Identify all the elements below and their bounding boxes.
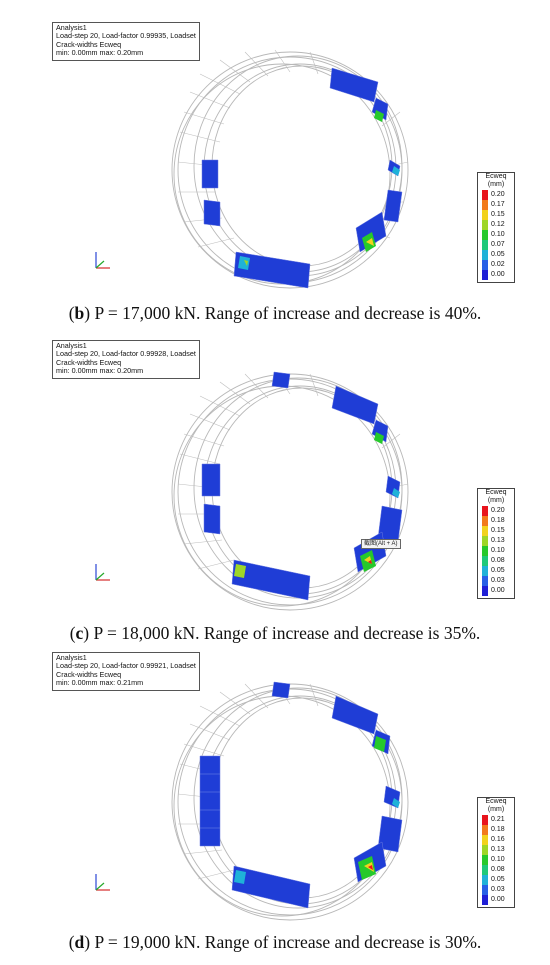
caption-text: P = 19,000 kN. Range of increase and dec… — [90, 932, 482, 952]
info-line-3: Crack-widths Ecweq — [56, 357, 122, 367]
screenshot-tooltip: 截图(Alt + A) — [361, 539, 401, 549]
legend-title: Ecweq — [485, 173, 507, 180]
legend-value: 0.07 — [491, 241, 505, 248]
caption-text: P = 18,000 kN. Range of increase and dec… — [89, 623, 481, 643]
legend-value: 0.16 — [491, 836, 505, 843]
info-line-4: min: 0.00mm max: 0.20mm — [56, 48, 144, 58]
legend-value: 0.18 — [491, 517, 505, 524]
info-line-4: min: 0.00mm max: 0.21mm — [56, 678, 144, 688]
figure-caption: (b) P = 17,000 kN. Range of increase and… — [68, 303, 482, 323]
legend-value: 0.03 — [491, 886, 505, 893]
caption-letter: d — [74, 932, 85, 952]
info-line-3: Crack-widths Ecweq — [56, 39, 122, 49]
legend-value: 0.13 — [491, 846, 505, 853]
caption-letter: b — [74, 303, 85, 323]
analysis-info-box: Analysis1 Load-step 20, Load-factor 0.99… — [52, 340, 200, 379]
coordinate-axes-icon — [95, 874, 110, 891]
legend-value: 0.13 — [491, 537, 505, 544]
info-line-2: Load-step 20, Load-factor 0.99935, Loads… — [56, 31, 196, 41]
legend-value: 0.10 — [491, 856, 505, 863]
coordinate-axes-icon — [95, 564, 110, 581]
panel-b: Analysis1 Load-step 20, Load-factor 0.99… — [0, 22, 550, 332]
crack-width-legend: Ecweq (mm) 0.20 0.18 0.15 0.13 0.10 0.08… — [477, 488, 515, 599]
info-line-4: min: 0.00mm max: 0.20mm — [56, 366, 144, 376]
legend-value: 0.00 — [491, 896, 505, 903]
tunnel-ring-model — [171, 681, 409, 921]
legend-value: 0.20 — [491, 191, 505, 198]
info-line-2: Load-step 20, Load-factor 0.99921, Loads… — [56, 661, 196, 671]
info-line-1: Analysis1 — [56, 23, 87, 32]
legend-title: Ecweq — [485, 798, 507, 805]
legend-value: 0.21 — [491, 816, 505, 823]
legend-unit: (mm) — [487, 181, 505, 188]
info-line-2: Load-step 20, Load-factor 0.99928, Loads… — [56, 349, 196, 359]
legend-unit: (mm) — [487, 497, 505, 504]
legend-value: 0.00 — [491, 587, 505, 594]
legend-value: 0.05 — [491, 876, 505, 883]
legend-value: 0.00 — [491, 271, 505, 278]
legend-value: 0.10 — [491, 231, 505, 238]
figure-caption: (d) P = 19,000 kN. Range of increase and… — [68, 932, 482, 952]
coordinate-axes-icon — [95, 252, 110, 269]
figure-caption: (c) P = 18,000 kN. Range of increase and… — [69, 623, 481, 643]
crack-width-legend: Ecweq (mm) 0.20 0.17 0.15 0.12 0.10 0.07… — [477, 172, 515, 283]
legend-value: 0.08 — [491, 557, 505, 564]
legend-value: 0.18 — [491, 826, 505, 833]
tunnel-ring-model — [171, 371, 409, 611]
legend-value: 0.20 — [491, 507, 505, 514]
info-line-1: Analysis1 — [56, 653, 87, 662]
analysis-info-box: Analysis1 Load-step 20, Load-factor 0.99… — [52, 652, 200, 691]
info-line-1: Analysis1 — [56, 341, 87, 350]
panel-d: Analysis1 Load-step 20, Load-factor 0.99… — [0, 652, 550, 962]
legend-value: 0.03 — [491, 577, 505, 584]
caption-letter: c — [75, 623, 84, 643]
caption-text: P = 17,000 kN. Range of increase and dec… — [90, 303, 482, 323]
legend-value: 0.02 — [491, 261, 505, 268]
legend-value: 0.05 — [491, 251, 505, 258]
analysis-info-box: Analysis1 Load-step 20, Load-factor 0.99… — [52, 22, 200, 61]
tunnel-ring-model — [171, 49, 409, 289]
legend-value: 0.10 — [491, 547, 505, 554]
crack-width-legend: Ecweq (mm) 0.21 0.18 0.16 0.13 0.10 0.08… — [477, 797, 515, 908]
legend-value: 0.12 — [491, 221, 505, 228]
legend-value: 0.08 — [491, 866, 505, 873]
legend-unit: (mm) — [487, 806, 505, 813]
legend-value: 0.05 — [491, 567, 505, 574]
info-line-3: Crack-widths Ecweq — [56, 669, 122, 679]
legend-title: Ecweq — [485, 489, 507, 496]
legend-value: 0.15 — [491, 527, 505, 534]
panel-c: Analysis1 Load-step 20, Load-factor 0.99… — [0, 340, 550, 650]
legend-value: 0.15 — [491, 211, 505, 218]
legend-value: 0.17 — [491, 201, 505, 208]
